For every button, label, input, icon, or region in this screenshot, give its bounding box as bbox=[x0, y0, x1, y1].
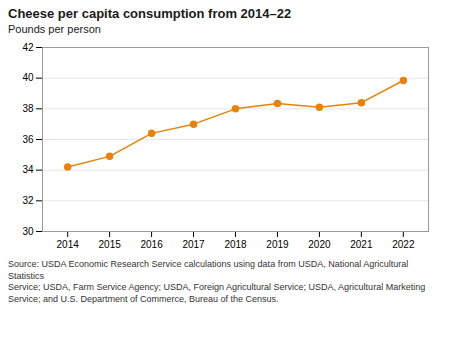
svg-text:42: 42 bbox=[22, 42, 34, 53]
html-text:Source: USDA Economic Research: Source: USDA Economic Research Service c… bbox=[8, 259, 426, 305]
svg-text:40: 40 bbox=[22, 72, 34, 83]
html-text:Cheese per capita consumption: Cheese per capita consumption from 2014–… bbox=[8, 6, 292, 21]
svg-text:2018: 2018 bbox=[224, 239, 247, 250]
svg-text:2016: 2016 bbox=[140, 239, 163, 250]
html-text:Pounds per person: Pounds per person bbox=[8, 23, 101, 35]
svg-text:32: 32 bbox=[22, 195, 34, 206]
svg-text:34: 34 bbox=[22, 164, 34, 175]
svg-text:2017: 2017 bbox=[182, 239, 205, 250]
svg-text:2022: 2022 bbox=[392, 239, 415, 250]
svg-text:2015: 2015 bbox=[99, 239, 122, 250]
svg-text:38: 38 bbox=[22, 103, 34, 114]
svg-text:30: 30 bbox=[22, 226, 34, 237]
svg-text:2014: 2014 bbox=[57, 239, 80, 250]
svg-text:2019: 2019 bbox=[266, 239, 289, 250]
svg-text:2021: 2021 bbox=[350, 239, 373, 250]
svg-text:2020: 2020 bbox=[308, 239, 331, 250]
svg-text:36: 36 bbox=[22, 134, 34, 145]
